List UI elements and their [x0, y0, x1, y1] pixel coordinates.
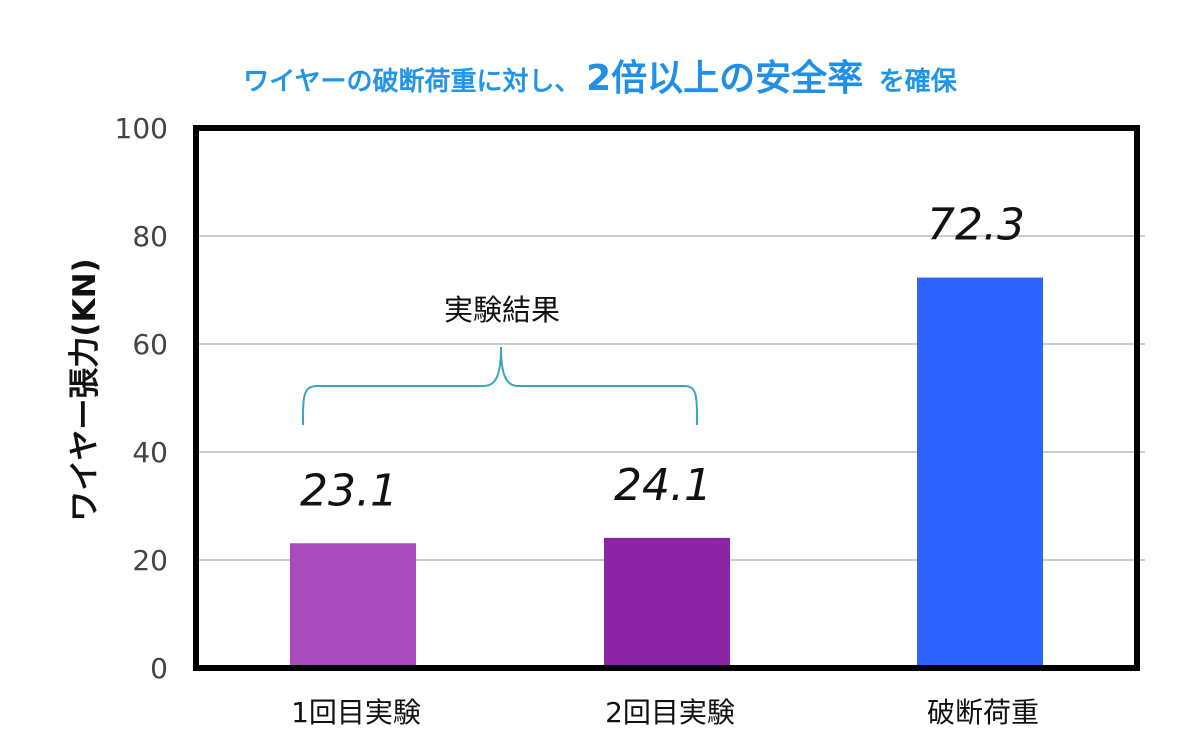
y-tick-label: 40	[132, 436, 168, 469]
x-tick-label: 破断荷重	[927, 696, 1039, 729]
chart-title-emphasis: 2倍以上の安全率	[586, 57, 863, 99]
bar-value-label: 23.1	[300, 465, 398, 516]
experiment-label: 実験結果	[444, 293, 560, 327]
chart-title: ワイヤーの破断荷重に対し、 2倍以上の安全率 を確保	[243, 57, 957, 99]
y-tick-label: 80	[132, 220, 168, 253]
y-tick-label: 100	[115, 112, 168, 145]
value-labels: 23.1 24.1 72.3	[300, 200, 1025, 517]
bar	[604, 537, 730, 668]
x-tick-label: 2回目実験	[605, 696, 735, 729]
x-tick-label: 1回目実験	[291, 696, 421, 729]
chart-title-part3: を確保	[879, 66, 958, 97]
bars	[290, 277, 1043, 668]
y-tick-label: 0	[150, 652, 168, 685]
plot-frame	[193, 125, 1140, 671]
y-tick-labels: 0 20 40 60 80 100	[115, 112, 168, 685]
bar-value-label: 72.3	[927, 200, 1025, 251]
experiment-brace	[302, 346, 698, 426]
y-axis-label: ワイヤー張力(KN)	[67, 258, 103, 521]
y-tick-label: 60	[132, 328, 168, 361]
bar-value-label: 24.1	[614, 460, 712, 511]
x-tick-labels: 1回目実験 2回目実験 破断荷重	[291, 696, 1039, 729]
bar	[290, 543, 416, 668]
bar	[917, 277, 1043, 668]
y-tick-label: 20	[132, 544, 168, 577]
chart-title-part1: ワイヤーの破断荷重に対し、	[243, 66, 580, 97]
